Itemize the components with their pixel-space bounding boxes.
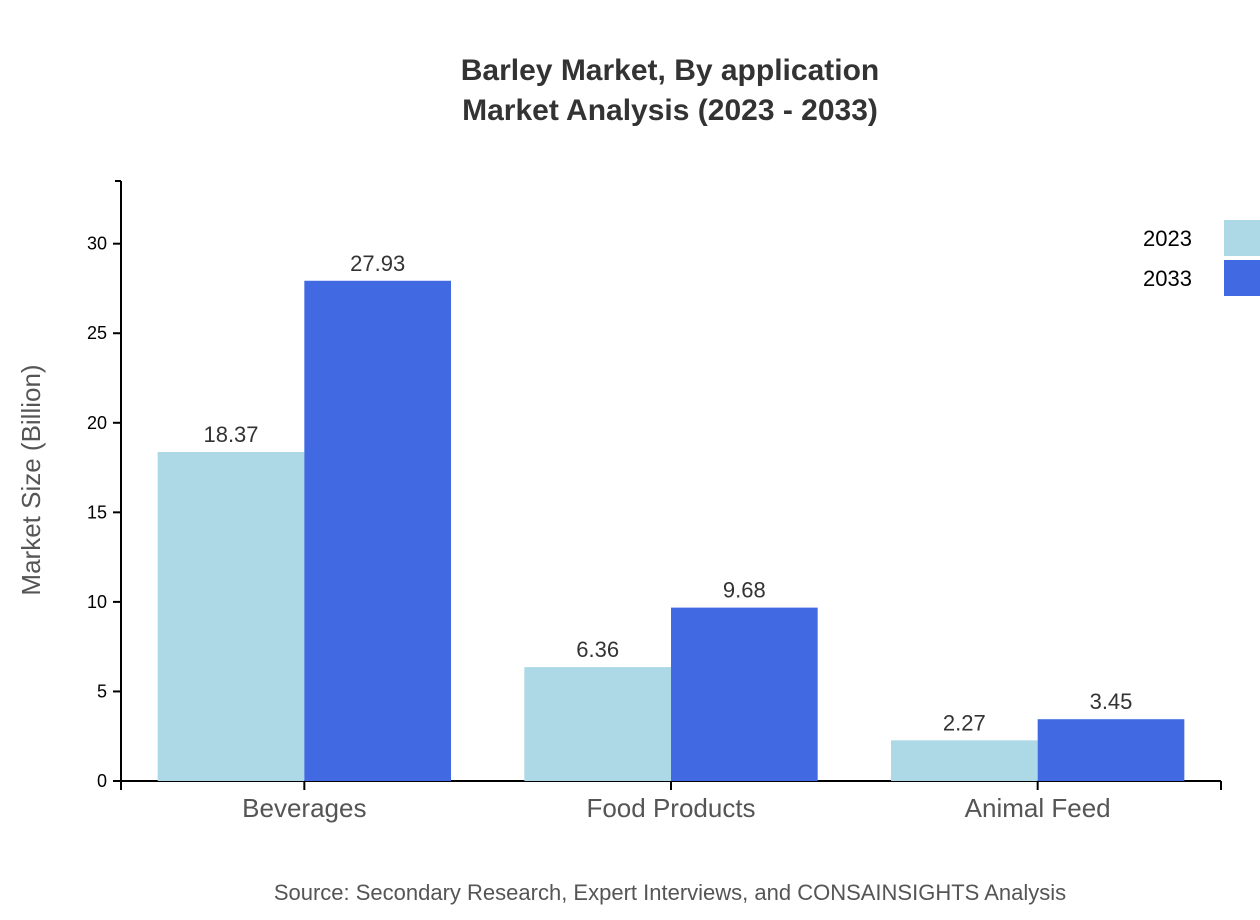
y-tick-label: 15: [87, 502, 107, 522]
bar-2033: [671, 607, 818, 781]
y-tick-label: 10: [87, 592, 107, 612]
data-label: 18.37: [203, 422, 258, 447]
data-label: 2.27: [943, 710, 986, 735]
y-tick-label: 25: [87, 323, 107, 343]
legend-swatch: [1224, 220, 1260, 256]
legend-label: 2033: [1143, 266, 1192, 291]
y-tick-label: 0: [97, 771, 107, 791]
bar-2023: [524, 667, 671, 781]
bar-2023: [157, 451, 305, 781]
data-label: 3.45: [1090, 689, 1133, 714]
bar-2033: [1037, 719, 1185, 781]
x-tick-label: Animal Feed: [965, 793, 1111, 823]
y-tick-label: 30: [87, 234, 107, 254]
y-tick-label: 20: [87, 413, 107, 433]
source-note: Source: Secondary Research, Expert Inter…: [274, 880, 1066, 905]
data-label: 27.93: [350, 251, 405, 276]
bar-2033: [304, 280, 451, 781]
x-tick-label: Beverages: [242, 793, 366, 823]
y-tick-label: 5: [97, 681, 107, 701]
legend-label: 2023: [1143, 226, 1192, 251]
bar-2023: [891, 740, 1038, 781]
x-tick-label: Food Products: [586, 793, 755, 823]
chart-title: Barley Market, By application: [461, 54, 879, 87]
data-label: 9.68: [723, 578, 766, 603]
y-axis-label: Market Size (Billion): [16, 364, 46, 595]
data-label: 6.36: [576, 637, 619, 662]
chart-subtitle: Market Analysis (2023 - 2033): [462, 94, 878, 127]
legend-swatch: [1224, 260, 1260, 296]
